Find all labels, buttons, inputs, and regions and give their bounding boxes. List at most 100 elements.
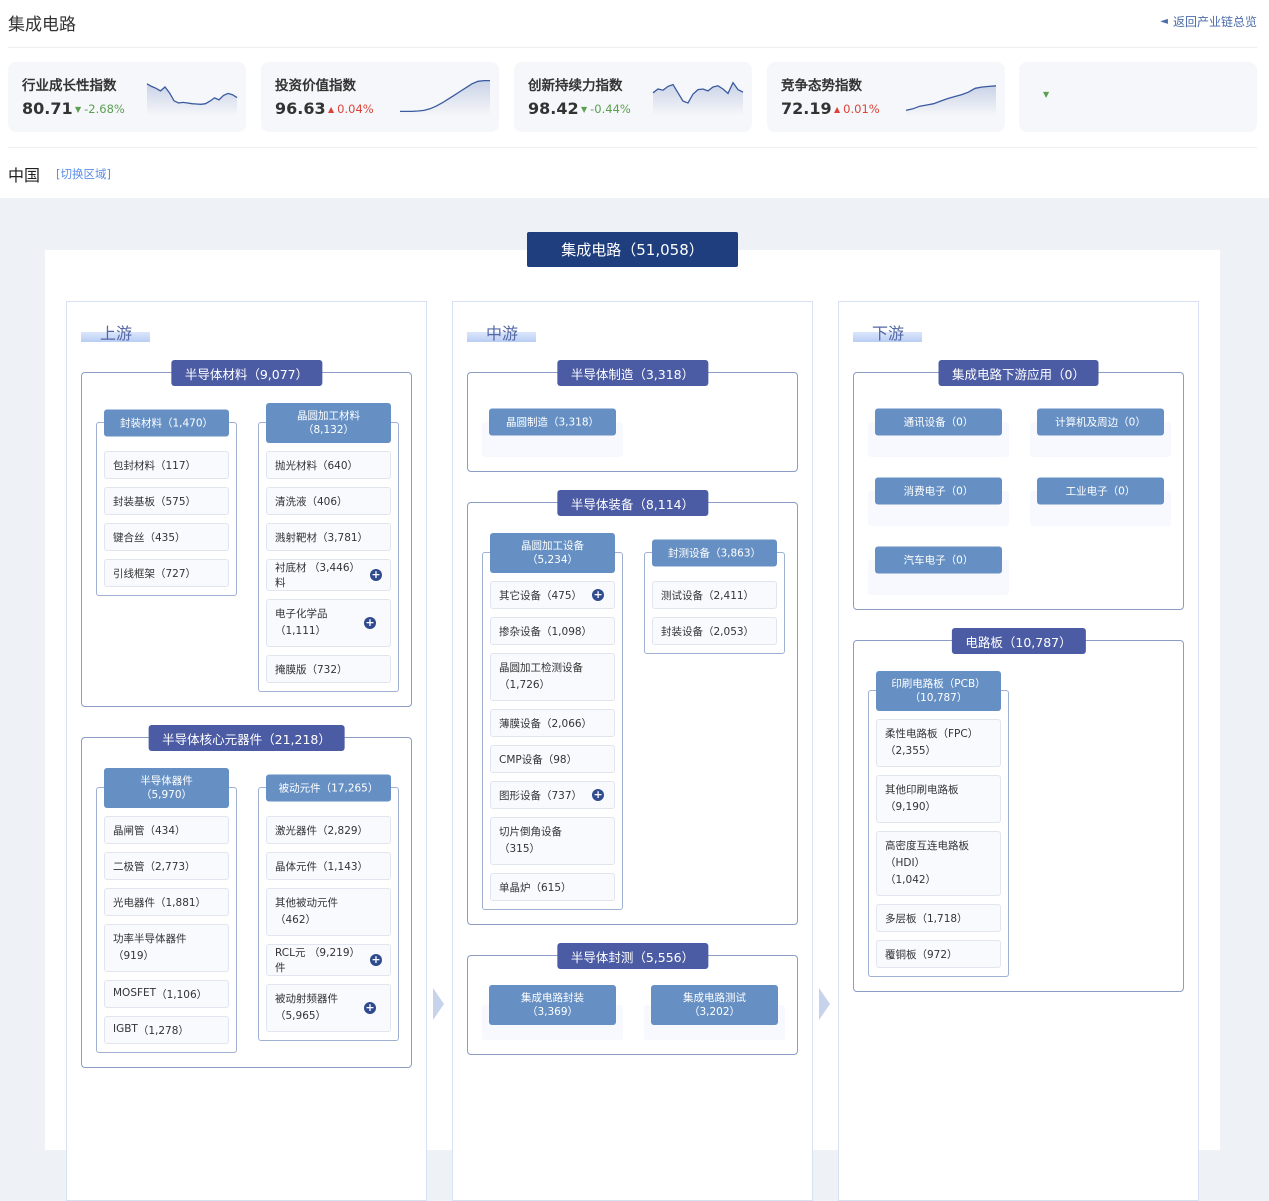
kpi-card[interactable]: ▼: [1019, 62, 1257, 132]
item-name: IGBT: [113, 1022, 138, 1035]
subgroup-header-button[interactable]: 工业电子（0）: [1037, 477, 1164, 505]
kpi-card[interactable]: 创新持续力指数 98.42 ▼ -0.44%: [514, 62, 752, 132]
subgroup-header-button[interactable]: 晶圆加工设备 （5,234）: [490, 533, 615, 573]
plus-circle-icon[interactable]: +: [592, 788, 605, 801]
kpi-card[interactable]: 竞争态势指数 72.19 ▲ 0.01%: [767, 62, 1005, 132]
group-header-button[interactable]: 电路板（10,787）: [951, 628, 1086, 654]
plus-circle-icon[interactable]: +: [592, 588, 605, 601]
list-item[interactable]: 被动射频器件 （5,965） +: [266, 984, 391, 1032]
column-title-text: 上游: [100, 324, 133, 343]
subgroup-count: （3,369）: [526, 1006, 579, 1018]
list-item[interactable]: IGBT （1,278）: [104, 1016, 229, 1044]
item-name: 包封材料: [113, 459, 155, 472]
item-text: 单晶炉 （615）: [499, 880, 572, 895]
kpi-card[interactable]: 投资价值指数 96.63 ▲ 0.04%: [261, 62, 499, 132]
list-item[interactable]: 清洗液 （406）: [266, 487, 391, 515]
item-name: 掩膜版: [275, 663, 307, 676]
subgroup-name: 晶圆加工材料: [297, 410, 360, 422]
main-node-button[interactable]: 集成电路（51,058）: [527, 232, 738, 267]
kpi-card[interactable]: 行业成长性指数 80.71 ▼ -2.68%: [8, 62, 246, 132]
back-to-overview-link[interactable]: ◄ 返回产业链总览: [1160, 13, 1257, 30]
list-item[interactable]: 薄膜设备 （2,066）: [490, 709, 615, 737]
item-name: 功率半导体器件: [113, 933, 187, 945]
subgroup-header-button[interactable]: 被动元件（17,265）: [266, 774, 391, 802]
subgroup-name: 封测设备: [667, 547, 710, 559]
subgroup-header-button[interactable]: 汽车电子（0）: [875, 546, 1002, 574]
list-item[interactable]: 引线框架 （727）: [104, 559, 229, 587]
item-count: （98）: [542, 753, 578, 766]
item-text: 键合丝 （435）: [113, 530, 186, 545]
list-item[interactable]: 晶圆加工检测设备 （1,726）: [490, 653, 615, 701]
group-box: 集成电路下游应用（0） 通讯设备（0） 计算机及周边（0） 消费电子（0） 工业电子（0…: [853, 360, 1184, 610]
plus-circle-icon[interactable]: +: [370, 568, 382, 581]
list-item[interactable]: 掩膜版 （732）: [266, 655, 391, 683]
group-header-button[interactable]: 半导体核心元器件（21,218）: [148, 725, 345, 751]
subgroup-header-button[interactable]: 集成电路封装 （3,369）: [489, 985, 616, 1025]
divider: [8, 147, 1257, 148]
subgroup-label: 消费电子（0）: [875, 484, 1002, 498]
list-item[interactable]: MOSFET （1,106）: [104, 980, 229, 1008]
list-item[interactable]: 抛光材料 （640）: [266, 451, 391, 479]
list-item[interactable]: 切片倒角设备 （315）: [490, 817, 615, 865]
arrow-left-icon: ◄: [1160, 16, 1168, 27]
subgroup-header-button[interactable]: 晶圆加工材料 （8,132）: [266, 403, 391, 443]
list-item[interactable]: 测试设备 （2,411）: [652, 581, 777, 609]
item-count: （1,881）: [155, 896, 207, 909]
list-item[interactable]: 封装基板 （575）: [104, 487, 229, 515]
list-item[interactable]: 其他印刷电路板 （9,190）: [876, 775, 1001, 823]
sparkline: [400, 79, 490, 116]
subgroup-header-button[interactable]: 封装材料（1,470）: [104, 409, 229, 437]
subgroup-header-button[interactable]: 晶圆制造（3,318）: [489, 408, 616, 436]
list-item[interactable]: 电子化学品 （1,111） +: [266, 599, 391, 647]
subgroup-header-button[interactable]: 集成电路测试 （3,202）: [651, 985, 778, 1025]
list-item[interactable]: 高密度互连电路板（HDI） （1,042）: [876, 831, 1001, 896]
subgroup-header-button[interactable]: 计算机及周边（0）: [1037, 408, 1164, 436]
item-text: 测试设备 （2,411）: [661, 588, 754, 603]
group-header-button[interactable]: 半导体封测（5,556）: [556, 943, 709, 969]
group-header-button[interactable]: 集成电路下游应用（0）: [938, 360, 1099, 386]
plus-circle-icon[interactable]: +: [364, 1001, 376, 1014]
list-item[interactable]: CMP设备 （98）: [490, 745, 615, 773]
item-name: 被动射频器件: [275, 993, 338, 1005]
switch-region-link[interactable]: [切换区域]: [56, 167, 111, 181]
list-item[interactable]: 衬底材料 （3,446） +: [266, 559, 391, 591]
item-count: （406）: [306, 495, 348, 508]
subgroup-count: （3,318）: [547, 416, 600, 428]
item-text: 薄膜设备 （2,066）: [499, 716, 592, 731]
list-item[interactable]: 封装设备 （2,053）: [652, 617, 777, 645]
item-name: 晶闸管: [113, 824, 145, 837]
list-item[interactable]: 二极管 （2,773）: [104, 852, 229, 880]
list-item[interactable]: 多层板 （1,718）: [876, 904, 1001, 932]
plus-circle-icon[interactable]: +: [364, 616, 376, 629]
subgroup-header-button[interactable]: 封测设备（3,863）: [652, 539, 777, 567]
item-count: （462）: [275, 914, 317, 926]
column-title: 中游: [467, 320, 536, 343]
list-item[interactable]: 柔性电路板（FPC） （2,355）: [876, 719, 1001, 767]
list-item[interactable]: 图形设备 （737） +: [490, 781, 615, 809]
list-item[interactable]: 晶闸管 （434）: [104, 816, 229, 844]
subgroup-header-button[interactable]: 半导体器件 （5,970）: [104, 768, 229, 808]
list-item[interactable]: 激光器件 （2,829）: [266, 816, 391, 844]
group-header-button[interactable]: 半导体材料（9,077）: [170, 360, 323, 386]
list-item[interactable]: 覆铜板 （972）: [876, 940, 1001, 968]
list-item[interactable]: 单晶炉 （615）: [490, 873, 615, 901]
list-item[interactable]: 功率半导体器件 （919）: [104, 924, 229, 972]
list-item[interactable]: 其他被动元件 （462）: [266, 888, 391, 936]
item-count: （3,781）: [317, 531, 369, 544]
group-header-button[interactable]: 半导体制造（3,318）: [556, 360, 709, 386]
subgroup-header-button[interactable]: 消费电子（0）: [875, 477, 1002, 505]
subgroup-header-button[interactable]: 印刷电路板（PCB） （10,787）: [876, 671, 1001, 711]
list-item[interactable]: 掺杂设备 （1,098）: [490, 617, 615, 645]
subgroup: 消费电子（0）: [868, 477, 1009, 526]
item-count: （615）: [530, 881, 572, 894]
list-item[interactable]: RCL元件 （9,219） +: [266, 944, 391, 976]
list-item[interactable]: 晶体元件 （1,143）: [266, 852, 391, 880]
list-item[interactable]: 其它设备 （475） +: [490, 581, 615, 609]
list-item[interactable]: 键合丝 （435）: [104, 523, 229, 551]
plus-circle-icon[interactable]: +: [370, 953, 382, 966]
subgroup-header-button[interactable]: 通讯设备（0）: [875, 408, 1002, 436]
group-header-button[interactable]: 半导体装备（8,114）: [556, 490, 709, 516]
list-item[interactable]: 包封材料 （117）: [104, 451, 229, 479]
list-item[interactable]: 光电器件 （1,881）: [104, 888, 229, 916]
list-item[interactable]: 溅射靶材 （3,781）: [266, 523, 391, 551]
